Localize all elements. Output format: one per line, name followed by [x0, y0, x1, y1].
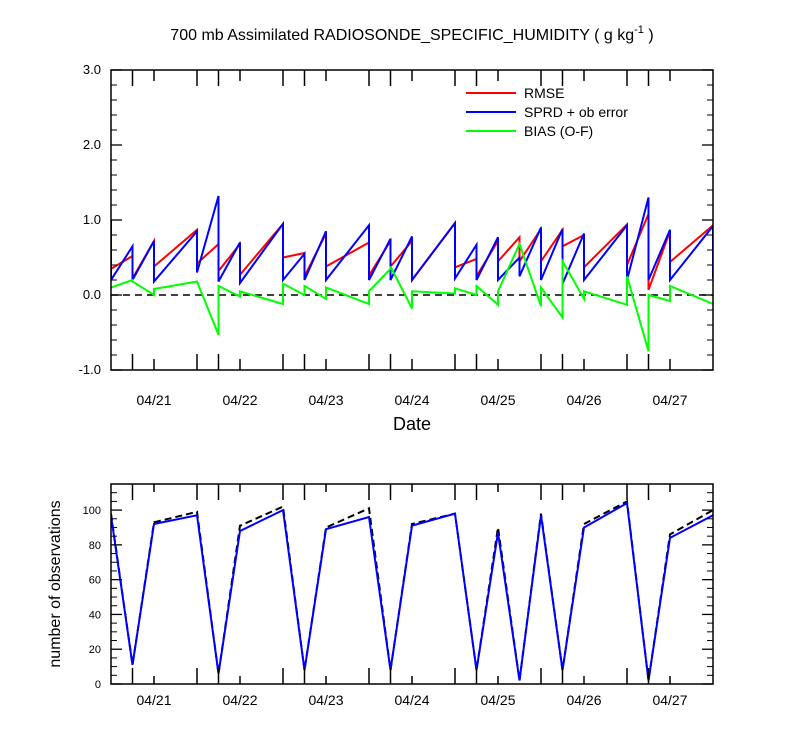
series-group — [111, 195, 713, 352]
x-tick-label: 04/23 — [308, 392, 343, 408]
x-tick-label: 04/22 — [222, 692, 257, 708]
legend-label: RMSE — [524, 85, 564, 101]
y-tick-label: 0 — [95, 679, 101, 691]
y-tick-label: 20 — [89, 644, 101, 656]
x-tick-label: 04/26 — [566, 392, 601, 408]
series-line-possible-observations — [111, 499, 713, 681]
x-tick-label: 04/27 — [652, 392, 687, 408]
y-tick-label: 3.0 — [83, 62, 101, 77]
chart-title: 700 mb Assimilated RADIOSONDE_SPECIFIC_H… — [170, 24, 653, 44]
y-tick-label: 100 — [83, 505, 101, 517]
x-tick-label: 04/21 — [136, 692, 171, 708]
y-tick-label: -1.0 — [79, 362, 101, 377]
x-axis-label: Date — [393, 414, 431, 434]
y-axis-label: number of observations — [47, 500, 64, 667]
x-tick-label: 04/26 — [566, 692, 601, 708]
x-tick-label: 04/25 — [480, 692, 515, 708]
x-tick-label: 04/24 — [394, 392, 429, 408]
y-tick-label: 60 — [89, 575, 101, 587]
legend-label: SPRD + ob error — [524, 104, 628, 120]
legend-label: BIAS (O-F) — [524, 123, 593, 139]
x-tick-label: 04/22 — [222, 392, 257, 408]
chart-title-main: 700 mb Assimilated RADIOSONDE_SPECIFIC_H… — [170, 27, 634, 44]
series-group — [111, 499, 713, 681]
bottom-chart-panel: 0 20 40 60 80 100 04/21 04/22 04/23 04/24 04/25 04/… — [47, 483, 714, 708]
y-tick-label: 40 — [89, 609, 101, 621]
series-line-assimilated-observations — [111, 501, 713, 681]
y-tick-label: 0.0 — [83, 287, 101, 302]
chart-title-superscript: -1 — [634, 24, 644, 36]
legend: RMSE SPRD + ob error BIAS (O-F) — [466, 85, 628, 139]
chart-title-end: ) — [644, 27, 654, 44]
x-tick-label: 04/21 — [136, 392, 171, 408]
x-tick-label: 04/23 — [308, 692, 343, 708]
series-line-bias-o-f- — [111, 241, 713, 352]
y-tick-label: 2.0 — [83, 137, 101, 152]
series-line-sprd-ob-error — [111, 195, 713, 287]
y-tick-label: 1.0 — [83, 212, 101, 227]
top-chart-panel: -1.0 0.0 1.0 2.0 3.0 04/21 04/22 04/23 04/24 04/2… — [79, 62, 714, 434]
plot-frame — [110, 483, 714, 685]
y-tick-label: 80 — [89, 540, 101, 552]
x-tick-label: 04/24 — [394, 692, 429, 708]
x-tick-label: 04/27 — [652, 692, 687, 708]
x-tick-label: 04/25 — [480, 392, 515, 408]
